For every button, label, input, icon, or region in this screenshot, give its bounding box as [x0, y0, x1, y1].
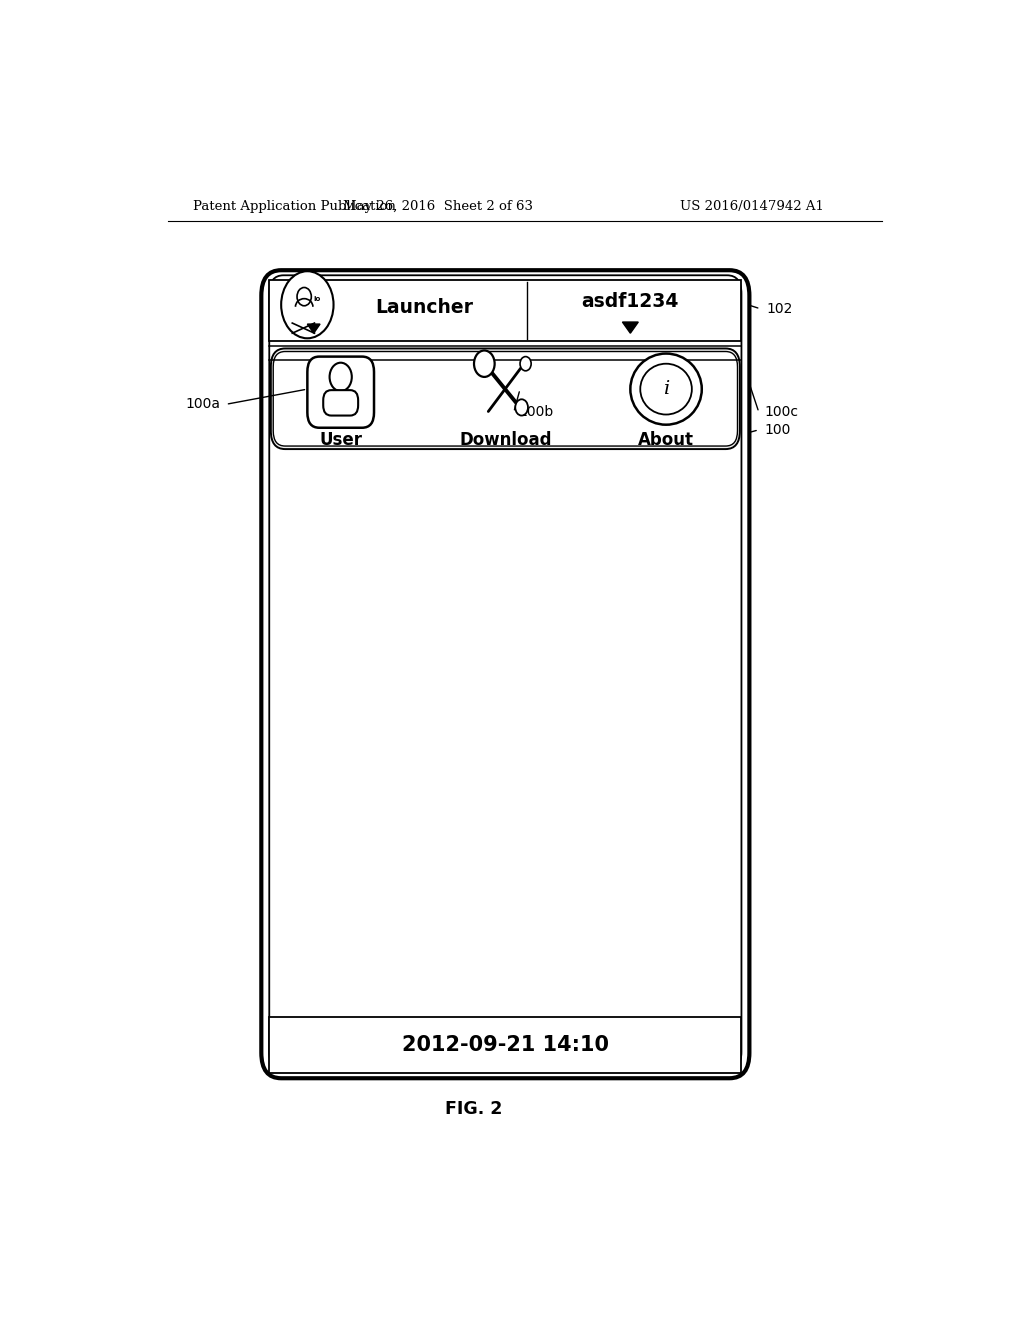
Text: i: i — [663, 380, 670, 399]
Ellipse shape — [640, 364, 692, 414]
FancyBboxPatch shape — [307, 356, 374, 428]
Text: 100c: 100c — [765, 405, 799, 420]
FancyBboxPatch shape — [269, 276, 741, 1071]
Text: User: User — [319, 430, 362, 449]
Text: FIG. 2: FIG. 2 — [444, 1100, 502, 1118]
Text: May 26, 2016  Sheet 2 of 63: May 26, 2016 Sheet 2 of 63 — [342, 199, 532, 213]
Text: US 2016/0147942 A1: US 2016/0147942 A1 — [680, 199, 823, 213]
Circle shape — [520, 356, 531, 371]
Polygon shape — [307, 325, 321, 333]
FancyBboxPatch shape — [324, 391, 358, 416]
Polygon shape — [623, 322, 638, 333]
Ellipse shape — [631, 354, 701, 425]
Bar — [269, 1018, 741, 1073]
Text: Launcher: Launcher — [375, 298, 473, 317]
FancyBboxPatch shape — [273, 351, 737, 446]
Text: 2012-09-21 14:10: 2012-09-21 14:10 — [401, 1035, 609, 1055]
Text: 100b: 100b — [518, 405, 554, 420]
Text: io: io — [313, 296, 321, 302]
Circle shape — [474, 351, 495, 378]
Text: Patent Application Publication: Patent Application Publication — [194, 199, 396, 213]
Circle shape — [330, 363, 352, 391]
Text: 100a: 100a — [185, 397, 220, 412]
Text: 100: 100 — [765, 422, 791, 437]
Text: 102: 102 — [766, 302, 793, 315]
Circle shape — [282, 271, 334, 338]
Circle shape — [515, 399, 528, 416]
Bar — [269, 280, 741, 342]
FancyBboxPatch shape — [270, 348, 740, 449]
Circle shape — [297, 288, 311, 306]
Text: About: About — [638, 430, 694, 449]
FancyBboxPatch shape — [261, 271, 750, 1078]
Text: Download: Download — [460, 430, 552, 449]
Text: asdf1234: asdf1234 — [582, 292, 679, 312]
